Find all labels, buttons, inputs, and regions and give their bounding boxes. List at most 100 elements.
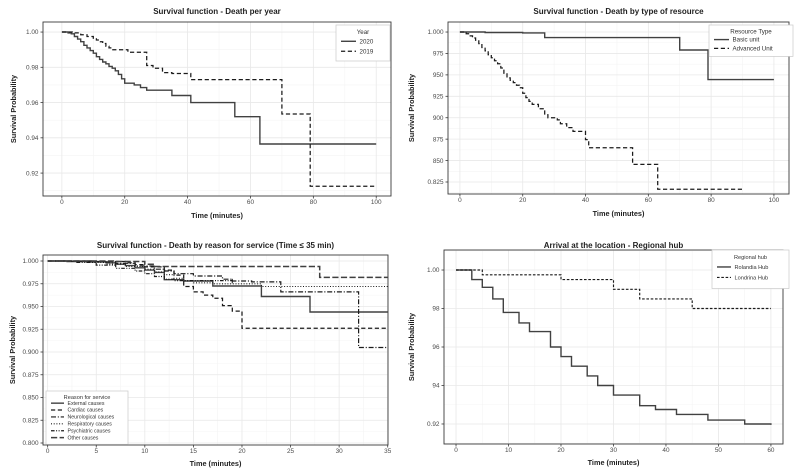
x-tick-label: 5	[94, 448, 98, 455]
panel-death-by-reason-for-service: 0 5 10 15 20 25 30 35 1.000 0.975 0.950 0.925 0.900 0…	[0, 236, 398, 472]
legend-item-label: Respiratory causes	[68, 422, 113, 428]
y-tick-label: 900	[433, 115, 444, 122]
legend-item-label: Londrina Hub	[735, 275, 769, 281]
x-tick-label: 30	[336, 448, 344, 455]
x-tick-label: 80	[310, 199, 318, 206]
x-tick-label: 40	[662, 447, 670, 454]
y-tick-label: 1.00	[26, 29, 39, 36]
plot-border	[42, 254, 389, 446]
legend-item-label: Cardiac causes	[68, 408, 104, 414]
y-tick-label: 0.94	[26, 135, 39, 142]
x-tick-label: 0	[60, 199, 64, 206]
y-tick-label: 0.825	[23, 417, 39, 424]
x-tick-label: 50	[715, 447, 723, 454]
series-line-respiratory-causes	[47, 260, 388, 288]
series-line-other-causes	[47, 260, 388, 279]
x-tick-label: 100	[769, 197, 780, 204]
panel-death-by-resource-type: 0 20 40 60 80 100 1.000 975 950 925 900 875 850 0.825…	[398, 0, 796, 236]
legend-item-label: Rolandia Hub	[735, 265, 769, 271]
series-line-2019	[61, 31, 377, 187]
chart-title: Arrival at the location - Regional hub	[544, 241, 684, 250]
y-tick-label: 850	[433, 158, 444, 165]
y-tick-label: 875	[433, 136, 444, 143]
y-axis-label: Survival Probability	[407, 312, 416, 381]
chart-svg-3: 0 10 20 30 40 50 60 1.00 98 96 94 0.92 Arrival at th…	[407, 241, 790, 467]
x-tick-label: 25	[287, 448, 295, 455]
panel-arrival-regional-hub: 0 10 20 30 40 50 60 1.00 98 96 94 0.92 Arrival at th…	[398, 236, 796, 472]
y-tick-label: 0.925	[23, 326, 39, 333]
series-line-basic-unit	[459, 31, 774, 81]
y-tick-label: 0.850	[23, 395, 39, 402]
legend-title: Reason for service	[64, 395, 111, 401]
x-axis-label: Time (minutes)	[588, 458, 640, 467]
legend-item-label: 2020	[360, 38, 374, 45]
y-tick-label: 0.92	[26, 170, 39, 177]
legend-item-label: External causes	[68, 401, 105, 407]
series-line-psychiatric-causes	[47, 260, 233, 282]
chart-svg-0: 0 20 40 60 80 100 1.00 0.98 0.96 0.94 0.92 Survival…	[9, 7, 392, 220]
series-line-rolandia-hub	[456, 269, 772, 425]
y-tick-label: 0.975	[23, 281, 39, 288]
legend-box	[45, 390, 129, 445]
series-line-advanced-unit	[459, 31, 743, 190]
y-tick-label: 96	[432, 344, 440, 351]
legend-box	[708, 24, 794, 57]
y-tick-label: 0.96	[26, 100, 39, 107]
series-line-londrina-hub	[456, 269, 771, 310]
y-tick-label: 0.900	[23, 349, 39, 356]
x-tick-label: 0	[454, 447, 458, 454]
legend-item-label: Basic unit	[733, 37, 760, 44]
x-tick-label: 20	[519, 197, 527, 204]
legend-box	[335, 24, 391, 62]
x-tick-label: 60	[645, 197, 653, 204]
x-tick-label: 30	[610, 447, 618, 454]
y-axis-label: Survival Probability	[9, 74, 18, 143]
y-tick-label: 98	[432, 306, 440, 313]
series-line-2020	[61, 31, 377, 145]
panel-death-per-year: 0 20 40 60 80 100 1.00 0.98 0.96 0.94 0.92 Survival…	[0, 0, 398, 236]
y-tick-label: 0.825	[428, 179, 444, 186]
legend-title: Regional hub	[734, 255, 767, 261]
legend-item-label: Psychiatric causes	[68, 428, 111, 434]
x-tick-label: 35	[384, 448, 392, 455]
y-axis-label: Survival Probability	[8, 315, 17, 384]
legend-item-label: 2019	[360, 48, 374, 55]
y-tick-label: 0.92	[427, 421, 440, 428]
legend-title: Year	[357, 29, 370, 36]
x-axis-label: Time (minutes)	[191, 211, 243, 220]
x-tick-label: 100	[371, 199, 382, 206]
x-tick-label: 0	[458, 197, 462, 204]
x-axis-label: Time (minutes)	[593, 209, 645, 218]
y-axis-label: Survival Probability	[407, 73, 416, 142]
y-tick-label: 950	[433, 72, 444, 79]
y-tick-label: 0.950	[23, 304, 39, 311]
y-tick-label: 94	[432, 383, 440, 390]
x-axis-label: Time (minutes)	[190, 459, 242, 468]
plot-border	[42, 21, 392, 197]
chart-svg-1: 0 20 40 60 80 100 1.000 975 950 925 900 875 850 0.825…	[407, 7, 794, 218]
x-tick-label: 0	[46, 448, 50, 455]
x-tick-label: 10	[505, 447, 513, 454]
legend-item-label: Advanced Unit	[733, 45, 774, 52]
x-tick-label: 60	[247, 199, 255, 206]
y-tick-label: 0.800	[23, 440, 39, 447]
legend-title: Resource Type	[730, 29, 772, 36]
y-tick-label: 1.00	[427, 267, 440, 274]
chart-svg-2: 0 5 10 15 20 25 30 35 1.000 0.975 0.950 0.925 0.900 0…	[8, 241, 392, 468]
y-tick-label: 0.875	[23, 372, 39, 379]
x-tick-label: 10	[141, 448, 149, 455]
plot-border	[447, 21, 790, 195]
x-tick-label: 60	[767, 447, 775, 454]
chart-title: Survival function - Death by reason for …	[97, 241, 335, 250]
y-tick-label: 925	[433, 94, 444, 101]
legend-item-label: Other causes	[68, 435, 99, 441]
legend-item-label: Neurological causes	[68, 415, 115, 421]
x-tick-label: 40	[582, 197, 590, 204]
y-tick-label: 1.000	[23, 258, 39, 265]
x-tick-label: 15	[190, 448, 198, 455]
series-line-neurological-causes	[47, 260, 388, 349]
x-tick-label: 20	[238, 448, 246, 455]
y-tick-label: 975	[433, 51, 444, 58]
chart-title: Survival function - Death per year	[153, 7, 281, 16]
